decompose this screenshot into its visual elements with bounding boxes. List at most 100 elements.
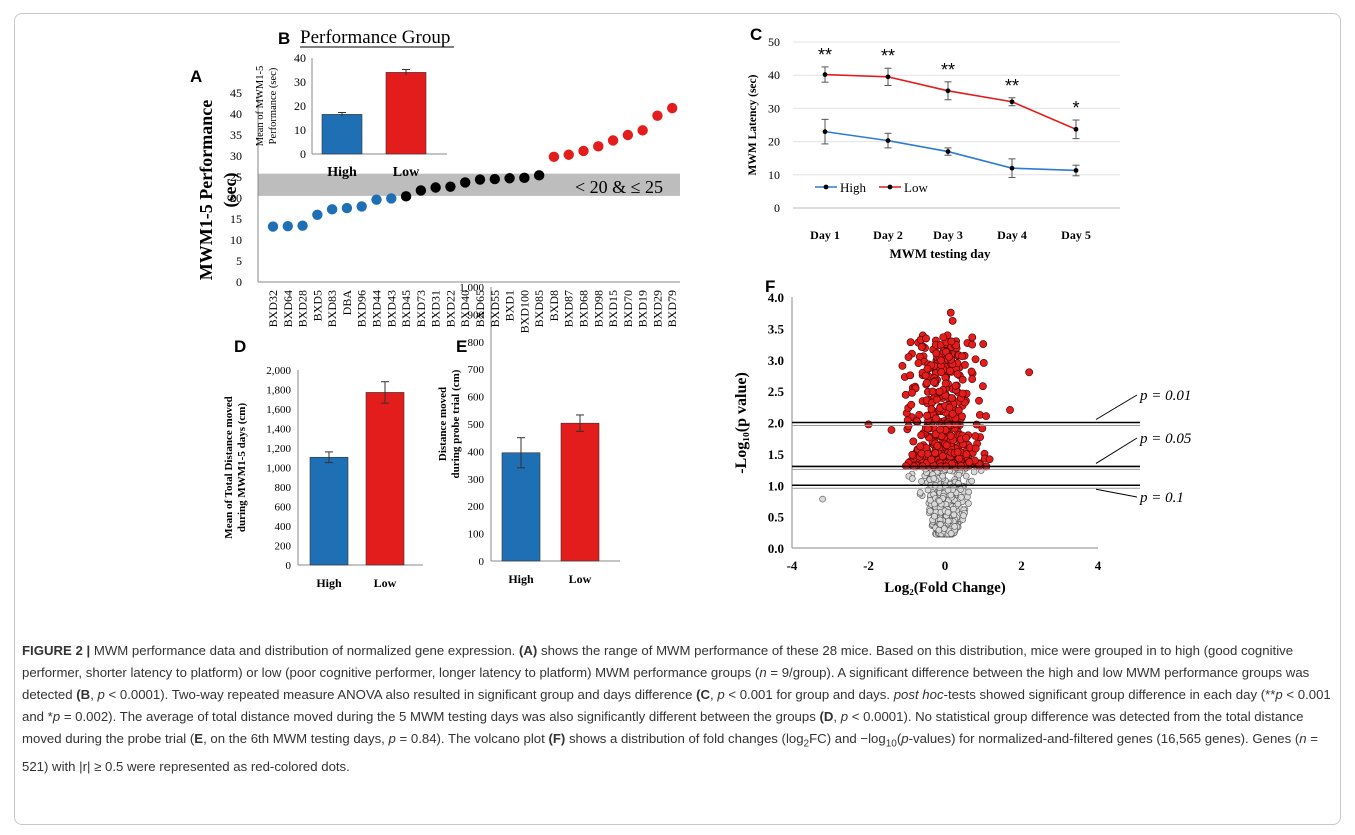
- data-point: [489, 173, 500, 185]
- red-point: [945, 353, 953, 361]
- x-tick-label: Day 2: [873, 228, 903, 242]
- y-tick-label: 1.5: [768, 447, 785, 462]
- x-tick-label: BXD8: [547, 290, 561, 321]
- figure-frame: [14, 13, 1341, 825]
- y-tick-label: 1,400: [266, 424, 291, 436]
- data-point: [371, 194, 382, 205]
- y-tick-label: 1,200: [266, 443, 291, 455]
- red-point: [982, 412, 990, 421]
- caption-segment: (B: [76, 687, 91, 702]
- x-tick-label: DBA: [340, 290, 354, 316]
- x-tick-label: BXD96: [355, 290, 369, 327]
- y-tick-label: 15: [230, 212, 242, 226]
- data-point: [533, 170, 545, 181]
- threshold-arrow: [1095, 437, 1138, 464]
- x-tick-label: Day 5: [1061, 228, 1091, 242]
- y-axis-label-unit: (sec): [220, 173, 241, 208]
- red-point: [927, 405, 936, 414]
- x-tick-label: High: [508, 572, 534, 586]
- x-tick-label: BXD68: [577, 290, 591, 327]
- red-point: [958, 352, 966, 361]
- x-tick-label: BXD44: [370, 290, 384, 327]
- caption-segment: < 0.001 and *: [22, 687, 1331, 724]
- caption-segment: FC) and −log: [809, 731, 886, 746]
- red-point: [923, 364, 932, 373]
- y-tick-label: 200: [468, 501, 485, 513]
- data-point: [607, 135, 619, 146]
- y-tick-label: 900: [468, 309, 485, 321]
- x-tick-label: BXD55: [488, 290, 502, 327]
- significance-mark: *: [1072, 98, 1079, 118]
- x-tick-label: BXD31: [429, 290, 443, 327]
- red-point: [938, 452, 947, 461]
- x-tick-label: BXD65: [473, 290, 487, 327]
- bar: [501, 452, 541, 562]
- red-point: [975, 410, 984, 419]
- caption-segment: (A): [519, 643, 538, 658]
- red-point: [928, 387, 937, 396]
- y-tick-label: 600: [275, 502, 292, 514]
- x-tick-label: BXD28: [296, 290, 310, 327]
- gray-point: [944, 508, 952, 516]
- gray-point: [940, 525, 948, 532]
- x-tick-label: BXD45: [399, 290, 413, 327]
- panel-title: Performance Group: [300, 27, 450, 48]
- y-tick-label: 1.0: [768, 478, 784, 493]
- x-tick-label: BXD15: [606, 290, 620, 327]
- gray-point: [951, 523, 958, 530]
- gray-point: [931, 512, 938, 520]
- gray-point: [968, 477, 975, 485]
- y-tick-label: 40: [294, 51, 306, 65]
- y-tick-label: 800: [275, 482, 292, 494]
- y-tick-label: 0: [236, 275, 242, 289]
- significance-mark: **: [818, 45, 832, 65]
- caption-segment: , on the 6th MWM testing days,: [203, 731, 389, 746]
- legend-label-high: High: [840, 180, 867, 195]
- gray-point: [939, 472, 946, 480]
- red-point: [958, 375, 967, 384]
- figure-caption: FIGURE 2 | MWM performance data and dist…: [22, 640, 1332, 778]
- red-point: [979, 382, 987, 391]
- y-tick-label: 30: [768, 101, 780, 115]
- x-tick-label: BXD83: [325, 290, 339, 327]
- caption-segment: p: [901, 731, 909, 746]
- caption-segment: n: [1299, 731, 1307, 746]
- panel-label: D: [234, 337, 246, 356]
- x-tick-label: BXD5: [310, 290, 324, 321]
- y-tick-label: 10: [294, 123, 306, 137]
- y-axis-label: MWM Latency (sec): [747, 74, 759, 175]
- red-point: [917, 343, 926, 351]
- nonsignificant-points: [819, 463, 985, 538]
- data-point: [267, 221, 279, 232]
- y-tick-label: 1,800: [266, 385, 291, 397]
- red-point: [953, 448, 962, 457]
- y-tick-label: 0: [479, 556, 485, 568]
- y-tick-label: 20: [294, 99, 306, 113]
- data-point: [504, 173, 515, 184]
- x-tick-label: BXD32: [266, 290, 280, 327]
- red-point: [932, 395, 941, 404]
- data-point: [885, 74, 891, 80]
- significant-points: [864, 308, 1034, 471]
- data-point: [282, 220, 293, 232]
- data-point: [548, 151, 560, 163]
- x-tick-label: BXD98: [591, 290, 605, 327]
- x-axis-label: MWM testing day: [889, 246, 991, 261]
- red-point: [958, 412, 966, 421]
- red-point: [965, 458, 974, 467]
- x-tick-label: Day 1: [810, 228, 840, 242]
- data-point: [519, 172, 530, 184]
- bar: [321, 114, 363, 155]
- y-axis-label: Distance moved: [437, 387, 449, 461]
- caption-body: MWM performance data and distribution of…: [22, 643, 1331, 774]
- red-point: [1006, 406, 1014, 414]
- caption-segment: (C: [696, 687, 711, 702]
- significance-mark: **: [881, 46, 895, 66]
- data-point: [356, 201, 367, 212]
- red-point: [931, 430, 940, 439]
- red-point: [954, 406, 963, 415]
- x-tick-label: BXD73: [414, 290, 428, 327]
- y-axis-label-unit: Performance (sec): [268, 67, 279, 144]
- y-tick-label: 30: [294, 75, 306, 89]
- data-point: [460, 177, 471, 188]
